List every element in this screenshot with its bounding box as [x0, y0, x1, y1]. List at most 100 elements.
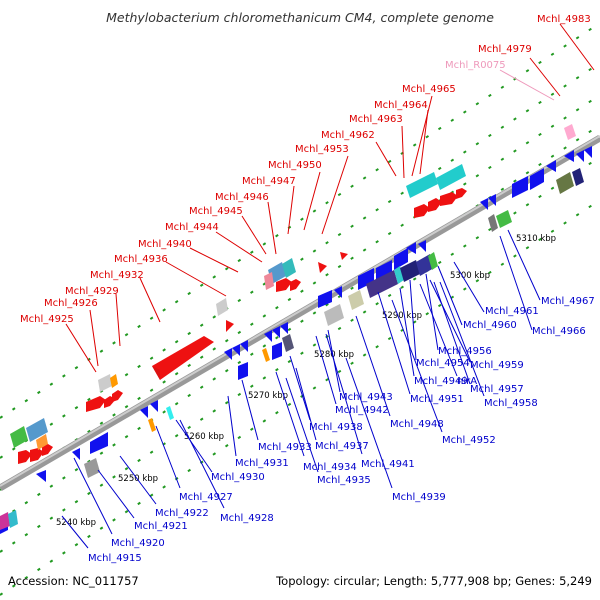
gene-rev-28	[272, 342, 282, 360]
forward-gene-label: Mchl_4950	[268, 160, 322, 171]
feature-green-left	[10, 426, 28, 448]
gene-rev-12	[318, 290, 332, 308]
leader-line	[500, 70, 554, 100]
feature-olive-rev	[556, 172, 574, 194]
reverse-gene-label: Mchl_4930	[211, 472, 265, 483]
reverse-gene-label: Mchl_4935	[317, 475, 371, 486]
forward-gene-label: Mchl_4979	[478, 44, 532, 55]
leader-line	[376, 142, 396, 176]
forward-gene-label: Mchl_4944	[165, 222, 219, 233]
reverse-gene-label: Mchl_4967	[541, 296, 595, 307]
forward-gene-label: Mchl_4953	[295, 144, 349, 155]
leader-line	[530, 58, 560, 96]
reverse-gene-label: Mchl_4960	[463, 320, 517, 331]
leader-line	[242, 216, 266, 254]
leader-line	[288, 186, 294, 234]
reverse-gene-label: Mchl_4939	[392, 492, 446, 503]
reverse-gene-label: Mchl_4948	[390, 419, 444, 430]
leader-line	[296, 368, 316, 440]
gene-mchl-4936	[226, 320, 234, 332]
leader-line	[454, 262, 484, 312]
leader-line	[420, 110, 428, 174]
feature-gray-rev-1	[324, 304, 344, 326]
leader-line	[322, 156, 348, 234]
reverse-gene-label: Mchl_4934	[303, 462, 357, 473]
gene-left-1	[18, 450, 32, 464]
reverse-gene-label: Mchl_4952	[442, 435, 496, 446]
feature-navy-rev-3	[572, 168, 584, 186]
reverse-gene-label: Mchl_4959	[470, 360, 524, 371]
genome-map: Methylobacterium chloromethanicum CM4, c…	[0, 0, 600, 600]
genome-title: Methylobacterium chloromethanicum CM4, c…	[106, 10, 494, 25]
gene-mchl-4929	[112, 390, 123, 402]
reverse-gene-label: Mchl_4915	[88, 553, 142, 564]
forward-gene-label: Mchl_4940	[138, 239, 192, 250]
feature-cyan-1	[406, 172, 438, 198]
leader-line	[66, 324, 96, 372]
genome-summary-text: Topology: circular; Length: 5,777,908 bp…	[275, 574, 592, 588]
feature-cyan-rev-2	[166, 406, 174, 420]
reverse-gene-label: Mchl_4921	[134, 521, 188, 532]
feature-slate-rev	[282, 334, 294, 352]
forward-gene-label: Mchl_4946	[215, 192, 269, 203]
reverse-gene-label: Mchl_4961	[485, 306, 539, 317]
reverse-gene-label: Mchl_4957	[470, 384, 524, 395]
forward-gene-label: Mchl_4963	[349, 114, 403, 125]
reverse-gene-label: Mchl_4951	[410, 394, 464, 405]
rna-gene-label: Mchl_R0075	[445, 60, 506, 71]
gene-rev-21	[512, 176, 528, 198]
reverse-gene-label: Mchl_4928	[220, 513, 274, 524]
scale-label: 5300 kbp	[450, 271, 490, 281]
reverse-gene-label: Mchl_4927	[179, 492, 233, 503]
leader-line	[166, 262, 226, 296]
leader-line	[242, 380, 258, 440]
reverse-gene-label: Mchl_4941	[361, 459, 415, 470]
leader-line	[316, 336, 336, 404]
reverse-gene-label: Mchl_4931	[235, 458, 289, 469]
scale-label: 5310 kbp	[516, 234, 556, 244]
forward-gene-label: Mchl_4964	[374, 100, 428, 111]
leader-line	[90, 310, 98, 366]
accession-text: Accession: NC_011757	[8, 574, 139, 588]
feature-gray-rev-2	[84, 458, 100, 478]
forward-gene-label: Mchl_4945	[189, 206, 243, 217]
forward-gene-label: Mchl_4965	[402, 84, 456, 95]
gene-mchl-4932	[152, 336, 214, 380]
feature-orange-rev	[262, 348, 270, 362]
gene-rev-27	[238, 362, 248, 380]
gene-mchl-4964	[440, 192, 458, 206]
leader-line	[268, 202, 276, 254]
gene-mchl-4947	[340, 252, 348, 260]
gene-rev-2	[72, 448, 80, 460]
gene-mchl-4965	[456, 188, 467, 199]
gene-mchl-4962	[414, 204, 430, 218]
feature-green-rev-2	[496, 210, 512, 228]
leader-line	[140, 278, 160, 322]
forward-gene-label: Mchl_4983	[537, 14, 591, 25]
leader-line	[378, 292, 410, 394]
forward-gene-label: Mchl_4932	[90, 270, 144, 281]
forward-gene-label: Mchl_4926	[44, 298, 98, 309]
reverse-gene-label: Mchl_4942	[335, 405, 389, 416]
scale-label: 5280 kbp	[314, 350, 354, 360]
forward-gene-label: Mchl_4962	[321, 130, 375, 141]
leader-line	[228, 396, 236, 456]
gene-mchl-4944	[290, 279, 301, 291]
reverse-gene-label: Mchl_4938	[309, 422, 363, 433]
leader-line	[176, 420, 212, 472]
feature-gray-4929	[98, 374, 112, 392]
reverse-gene-label: Mchl_4920	[111, 538, 165, 549]
reverse-gene-label: Mchl_4933	[258, 442, 312, 453]
leader-line	[426, 274, 438, 350]
feature-pink-r0075	[564, 124, 576, 140]
leader-line	[116, 294, 120, 346]
scale-label: 5250 kbp	[118, 474, 158, 484]
forward-gene-label: Mchl_4947	[242, 176, 296, 187]
forward-gene-label: Mchl_4936	[114, 254, 168, 265]
feature-gray-4932	[216, 298, 228, 316]
gene-mchl-4953	[318, 262, 327, 273]
reverse-gene-label: Mchl_4922	[155, 508, 209, 519]
reverse-gene-label: Mchl_4966	[532, 326, 586, 337]
leader-line	[304, 172, 320, 230]
reverse-features	[0, 168, 584, 530]
